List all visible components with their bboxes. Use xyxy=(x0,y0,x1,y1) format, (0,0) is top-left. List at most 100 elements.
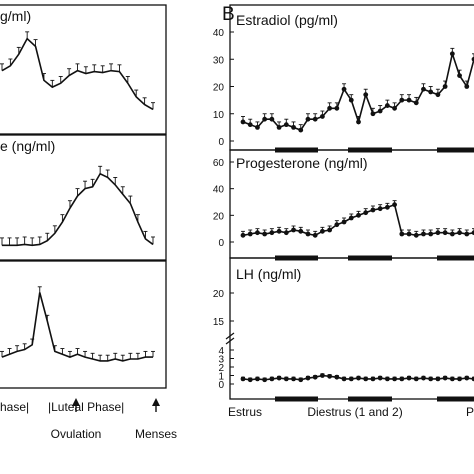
lh-y-tick: 1 xyxy=(218,372,224,383)
estradiol-y-tick: 40 xyxy=(213,28,225,39)
progesterone-data-point xyxy=(370,207,376,213)
panel-a-subplot-frame xyxy=(0,134,167,261)
estradiol-data-point xyxy=(255,124,260,130)
lh-data-point xyxy=(327,373,333,379)
phase-bar xyxy=(348,396,392,402)
estradiol-data-point xyxy=(428,89,434,95)
phase-bar xyxy=(275,396,318,402)
lh-data-point xyxy=(348,376,354,382)
lh-data-point xyxy=(247,377,253,383)
progesterone-data-point xyxy=(471,230,474,236)
estradiol-data-point xyxy=(413,100,419,106)
panel-a-series-line xyxy=(1,37,154,111)
axis-break-mark xyxy=(225,337,235,345)
lh-data-point xyxy=(255,376,260,382)
estradiol-data-point xyxy=(269,116,275,122)
progesterone-data-point xyxy=(457,230,462,236)
panel-a-subplot-title: g/ml) xyxy=(0,8,31,24)
estradiol-data-point xyxy=(262,116,268,122)
lh-data-point xyxy=(262,377,268,383)
progesterone-data-point xyxy=(305,231,311,237)
progesterone-data-point xyxy=(449,231,455,237)
lh-data-point xyxy=(449,376,455,382)
progesterone-y-tick: 0 xyxy=(218,238,224,249)
lh-y-tick: 0 xyxy=(218,380,224,391)
progesterone-data-point xyxy=(320,228,325,234)
progesterone-data-point xyxy=(276,228,282,234)
estradiol-data-point xyxy=(298,127,304,133)
lh-y-tick: 20 xyxy=(213,289,225,300)
estradiol-data-point xyxy=(334,105,340,111)
lh-y-tick: 3 xyxy=(218,355,224,366)
phase-bar xyxy=(437,396,474,402)
phase-bar xyxy=(437,147,474,153)
panel-a-series-line xyxy=(2,172,154,247)
estradiol-data-point xyxy=(291,124,296,130)
lh-data-point xyxy=(377,375,383,381)
estradiol-data-point xyxy=(327,105,333,111)
panel-a-subplot-frame xyxy=(0,260,167,389)
progesterone-data-point xyxy=(262,231,268,237)
estradiol-data-point xyxy=(247,122,253,128)
estradiol-y-tick: 10 xyxy=(213,110,225,121)
estradiol-data-point xyxy=(442,84,448,89)
lh-data-point xyxy=(428,376,434,382)
phase-bar xyxy=(275,255,318,261)
panel-b-x-label: Estrus xyxy=(228,405,262,419)
progesterone-data-point xyxy=(384,204,390,210)
lh-data-point xyxy=(399,376,405,382)
phase-bar xyxy=(275,147,318,153)
progesterone-data-point xyxy=(348,215,354,221)
estradiol-data-point xyxy=(471,56,474,62)
lh-data-point xyxy=(392,376,397,382)
estradiol-data-point xyxy=(457,73,462,78)
lh-data-point xyxy=(334,374,340,380)
estradiol-data-point xyxy=(370,111,376,117)
lh-y-tick: 4 xyxy=(218,346,224,357)
estradiol-data-point xyxy=(356,119,361,125)
lh-data-point xyxy=(298,377,304,383)
panel-a-event-label: Ovulation xyxy=(51,427,102,441)
progesterone-data-point xyxy=(283,230,289,236)
progesterone-data-point xyxy=(413,232,419,238)
progesterone-data-point xyxy=(406,231,412,237)
panel-b-letter: B xyxy=(222,4,235,25)
progesterone-data-point xyxy=(312,232,318,238)
panel-a-event-label: Menses xyxy=(135,427,177,441)
phase-bar xyxy=(348,147,392,153)
progesterone-data-point xyxy=(377,206,383,212)
phase-bar xyxy=(437,255,474,261)
progesterone-data-point xyxy=(428,231,434,237)
lh-data-point xyxy=(363,376,369,382)
lh-data-point xyxy=(471,376,474,382)
estradiol-data-point xyxy=(399,97,405,103)
estradiol-data-point xyxy=(384,103,390,108)
lh-data-point xyxy=(283,376,289,382)
panel-b-x-label: P xyxy=(466,405,474,419)
lh-data-point xyxy=(435,376,441,382)
estradiol-title: Estradiol (pg/ml) xyxy=(236,12,338,28)
lh-data-point xyxy=(464,375,470,381)
lh-data-point xyxy=(276,375,282,381)
lh-data-point xyxy=(442,375,448,381)
progesterone-data-point xyxy=(240,232,246,238)
estradiol-data-point xyxy=(320,114,325,119)
lh-y-tick: 15 xyxy=(213,317,225,328)
estradiol-data-point xyxy=(283,122,289,128)
progesterone-data-point xyxy=(442,230,448,236)
estradiol-data-point xyxy=(305,116,311,122)
lh-data-point xyxy=(406,375,412,381)
panel-b: B Estradiol (pg/ml) Progesterone (ng/ml) L… xyxy=(213,4,474,419)
panel-b-x-label: Diestrus (1 and 2) xyxy=(307,405,402,419)
lh-data-point xyxy=(269,376,275,382)
panel-a-subplot-title: e (ng/ml) xyxy=(0,138,55,154)
up-arrow-icon xyxy=(152,398,160,406)
estradiol-data-point xyxy=(341,86,347,92)
estradiol-data-point xyxy=(276,124,282,130)
estradiol-data-point xyxy=(312,116,318,122)
estradiol-y-tick: 20 xyxy=(213,83,225,94)
estradiol-data-point xyxy=(377,108,383,114)
estradiol-y-tick: 30 xyxy=(213,55,225,66)
estradiol-data-point xyxy=(348,97,354,103)
